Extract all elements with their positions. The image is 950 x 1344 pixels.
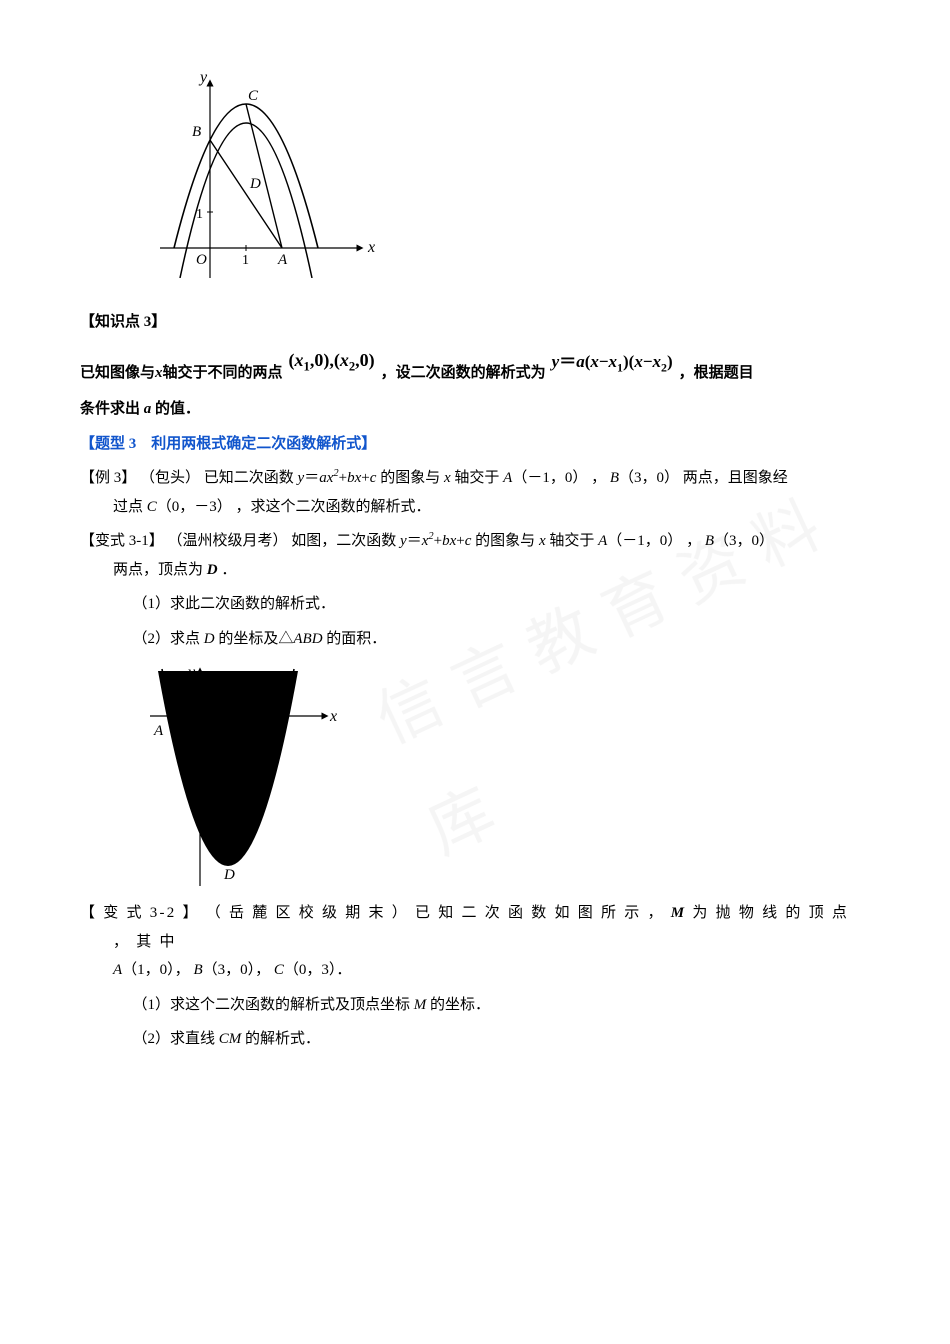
v31-l2: 两点，顶点为	[113, 562, 207, 578]
kn3-x: x	[155, 359, 163, 390]
svg-text:C: C	[248, 88, 259, 104]
svg-text:x: x	[329, 708, 337, 725]
ex3-t3: 轴交于	[454, 470, 503, 486]
v32-Cc: （0，3）．	[284, 962, 352, 978]
svg-text:B: B	[272, 723, 281, 739]
v31-eq: y＝x2+bx+c	[400, 533, 471, 549]
v32-A: A	[113, 962, 122, 978]
svg-text:1: 1	[242, 253, 249, 268]
ex3-t5: 两点，且图象经	[683, 470, 788, 486]
ex3-t2: 的图象与	[380, 470, 444, 486]
knowledge-3-line1: 已知图像与 x 轴交于不同的两点 (x1,0),(x2,0) ，设二次函数的解析…	[80, 343, 870, 390]
v32-source: （ 岳 麓 区 校 级 期 末 ）	[206, 905, 409, 921]
ex3-Cc: （0，－3）	[157, 499, 232, 515]
v32-label: 【 变 式 3-2 】	[80, 905, 200, 921]
svg-text:x: x	[367, 239, 375, 256]
svg-text:B: B	[192, 124, 201, 140]
v32-Bc: （3，0），	[203, 962, 271, 978]
kn3-l2-post: 的值．	[151, 401, 200, 417]
ex3-C: C	[147, 499, 157, 515]
topic-3-heading: 【题型 3 利用两根式确定二次函数解析式】	[80, 430, 870, 459]
v32-q1: （1）求这个二次函数的解析式及顶点坐标 M 的坐标．	[80, 991, 870, 1020]
v31-q2: （2）求点 D 的坐标及△ABD 的面积．	[80, 625, 870, 654]
example-3: 【例 3】 （包头） 已知二次函数 y＝ax2+bx+c 的图象与 x 轴交于 …	[80, 464, 870, 521]
variant-3-1: 【变式 3-1】 （温州校级月考） 如图，二次函数 y＝x2+bx+c 的图象与…	[80, 527, 870, 584]
knowledge-3-heading: 【知识点 3】	[80, 308, 870, 337]
ex3-x: x	[444, 470, 451, 486]
kn3-l2-pre: 条件求出	[80, 401, 144, 417]
v31-source: （温州校级月考）	[168, 533, 288, 549]
v31-B: B	[705, 533, 714, 549]
v31-t2: 的图象与	[475, 533, 539, 549]
v31-D: D	[207, 562, 218, 578]
ex3-B: B	[610, 470, 619, 486]
ex3-source: （包头）	[140, 470, 200, 486]
svg-text:O: O	[206, 721, 217, 737]
variant-3-2: 【 变 式 3-2 】 （ 岳 麓 区 校 级 期 末 ） 已 知 二 次 函 …	[80, 899, 870, 985]
figure-1: x y O 1 1 A B C D	[140, 68, 870, 298]
ex3-l2a: 过点	[113, 499, 147, 515]
v31-Ac: （－1，0）	[607, 533, 682, 549]
kn3-t3: ，设二次函数的解析式为	[381, 359, 546, 390]
ex3-t1: 已知二次函数	[204, 470, 298, 486]
svg-text:y: y	[198, 69, 208, 86]
ex3-t4: ，	[591, 470, 606, 486]
v31-t1: 如图，二次函数	[291, 533, 400, 549]
v31-q1: （1）求此二次函数的解析式．	[80, 590, 870, 619]
svg-text:D: D	[223, 867, 235, 883]
v31-Bc: （3，0）	[714, 533, 774, 549]
v31-l2b: ．	[221, 562, 236, 578]
kn3-t4: ，根据题目	[679, 359, 754, 390]
figure-2: x y O A B D	[140, 661, 870, 891]
v32-M: M	[671, 905, 687, 921]
ex3-label: 【例 3】	[80, 470, 136, 486]
v32-C: C	[274, 962, 284, 978]
ex3-eq: y＝ax2+bx+c	[298, 470, 377, 486]
v31-A: A	[598, 533, 607, 549]
kn3-t2: 轴交于不同的两点	[163, 359, 283, 390]
svg-text:y: y	[186, 664, 196, 681]
v31-label: 【变式 3-1】	[80, 533, 164, 549]
svg-text:D: D	[249, 176, 261, 192]
knowledge-3-line2: 条件求出 a 的值．	[80, 395, 870, 424]
ex3-l2b: ，求这个二次函数的解析式．	[236, 499, 431, 515]
svg-text:1: 1	[196, 207, 203, 222]
ex3-Ac: （－1，0）	[512, 470, 587, 486]
v31-t4: ，	[686, 533, 701, 549]
ex3-Bc: （3，0）	[619, 470, 679, 486]
v32-q2: （2）求直线 CM 的解析式．	[80, 1025, 870, 1054]
v31-t3: 轴交于	[549, 533, 598, 549]
svg-text:O: O	[196, 252, 207, 268]
v32-t1: 已 知 二 次 函 数 如 图 所 示 ，	[415, 905, 671, 921]
v32-B: B	[193, 962, 202, 978]
svg-text:A: A	[153, 723, 164, 739]
kn3-t1: 已知图像与	[80, 359, 155, 390]
ex3-A: A	[503, 470, 512, 486]
v32-Ac: （1，0），	[122, 962, 190, 978]
v31-x: x	[539, 533, 546, 549]
svg-text:A: A	[277, 252, 288, 268]
